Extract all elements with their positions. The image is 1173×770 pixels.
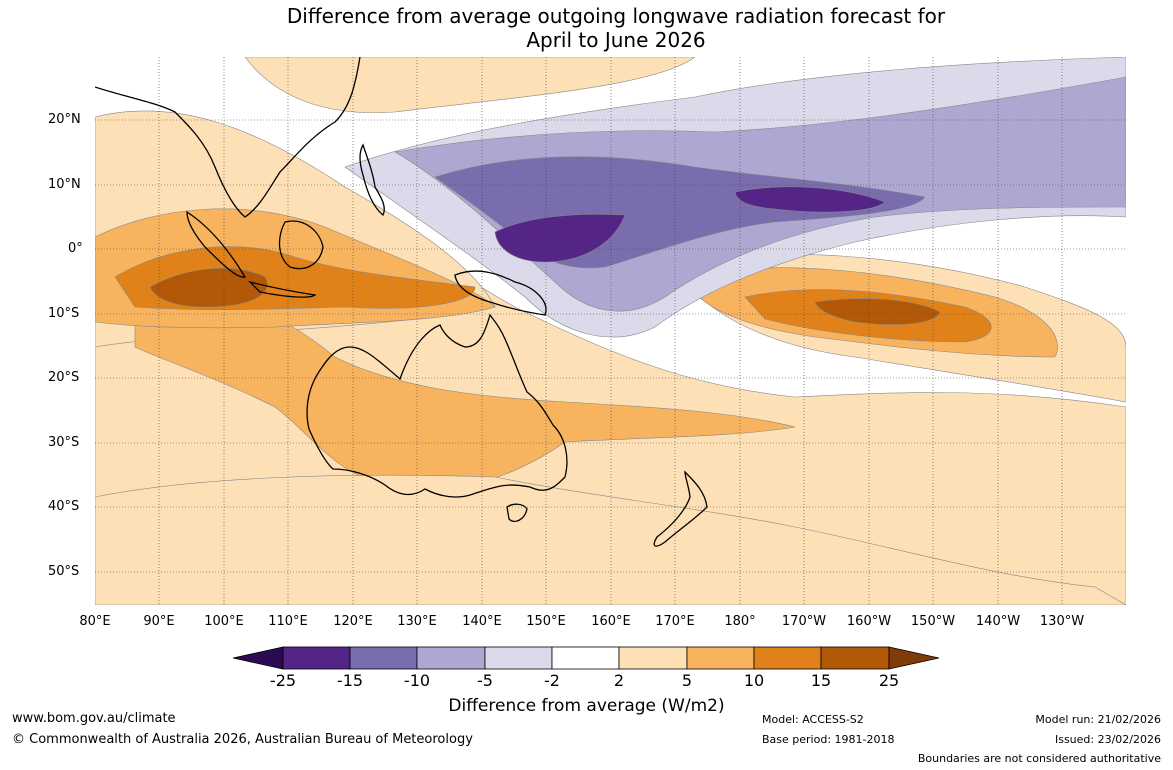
philippines-coastline <box>359 143 385 217</box>
footer-url[interactable]: www.bom.gov.au/climate <box>12 711 176 726</box>
colorbar-bin-9 <box>820 646 890 670</box>
footer-model: Model: ACCESS-S2 <box>762 713 864 726</box>
lat-label-20s: 20°S <box>48 370 80 385</box>
lat-label-10s: 10°S <box>48 306 80 321</box>
lon-label-90e: 90°E <box>143 614 175 629</box>
colorbar-tick-minus2: -2 <box>544 671 560 690</box>
footer-model-run: Model run: 21/02/2026 <box>1035 713 1161 726</box>
colorbar-tick-minus25: -25 <box>269 671 297 690</box>
lon-label-170e: 170°E <box>655 614 695 629</box>
anomaly-positive-very-strong-pacific <box>814 298 941 325</box>
graticule <box>95 57 1126 605</box>
colorbar-tick-minus5: -5 <box>477 671 493 690</box>
colorbar-title: Difference from average (W/m2) <box>448 696 725 716</box>
colorbar-tick-25: 25 <box>878 671 900 690</box>
lon-label-140e: 140°E <box>462 614 502 629</box>
lon-label-130w: 130°W <box>1039 614 1085 629</box>
colorbar-tick-10: 10 <box>743 671 765 690</box>
coastlines <box>95 57 708 547</box>
colorbar <box>233 646 939 670</box>
colorbar-tick-5: 5 <box>681 671 693 690</box>
lat-label-0: 0° <box>68 241 83 256</box>
colorbar-tick-minus15: -15 <box>336 671 364 690</box>
colorbar-bin-6 <box>618 646 688 670</box>
anomaly-negative-very-strong-east <box>734 186 886 213</box>
lon-label-180: 180° <box>724 614 756 629</box>
footer-base-period: Base period: 1981-2018 <box>762 733 895 746</box>
lon-label-140w: 140°W <box>975 614 1021 629</box>
borneo-coastline <box>278 220 324 270</box>
lat-label-50s: 50°S <box>48 564 80 579</box>
lon-label-80e: 80°E <box>79 614 111 629</box>
lat-label-10n: 10°N <box>48 177 81 192</box>
colorbar-min-arrow <box>233 646 284 670</box>
footer-disclaimer: Boundaries are not considered authoritat… <box>917 752 1161 765</box>
colorbar-tick-2: 2 <box>613 671 625 690</box>
lon-label-150w: 150°W <box>910 614 956 629</box>
java-coastline <box>247 280 317 298</box>
title-line-2: April to June 2026 <box>526 28 706 52</box>
lon-label-100e: 100°E <box>204 614 244 629</box>
footer-copyright: © Commonwealth of Australia 2026, Austra… <box>12 732 473 747</box>
lon-label-110e: 110°E <box>268 614 308 629</box>
anomaly-positive-moderate-australia <box>134 284 796 490</box>
lon-label-130e: 130°E <box>397 614 437 629</box>
colorbar-max-arrow <box>888 646 939 670</box>
new-zealand-coastline <box>653 470 708 547</box>
australia-coastline <box>306 313 568 498</box>
colorbar-bin-1 <box>282 646 351 670</box>
map-title: Difference from average outgoing longwav… <box>0 4 1173 52</box>
anomaly-positive-very-strong-indian <box>149 268 268 308</box>
lat-label-20n: 20°N <box>48 112 81 127</box>
colorbar-bin-7 <box>686 646 755 670</box>
asia-coastline <box>95 57 361 218</box>
lat-label-30s: 30°S <box>48 435 80 450</box>
footer-issued: Issued: 23/02/2026 <box>1054 733 1161 746</box>
colorbar-bin-4 <box>484 646 553 670</box>
new-guinea-coastline <box>454 270 547 316</box>
lon-label-120e: 120°E <box>333 614 373 629</box>
colorbar-bin-2 <box>349 646 418 670</box>
anomaly-negative-very-strong-west <box>494 213 626 263</box>
colorbar-bin-8 <box>753 646 822 670</box>
lon-label-150e: 150°E <box>526 614 566 629</box>
sumatra-coastline <box>186 210 247 278</box>
olr-anomaly-map <box>95 57 1126 605</box>
lon-label-160w: 160°W <box>846 614 892 629</box>
lon-label-160e: 160°E <box>591 614 631 629</box>
colorbar-tick-15: 15 <box>810 671 832 690</box>
colorbar-bin-5 <box>551 646 620 670</box>
lat-label-40s: 40°S <box>48 499 80 514</box>
colorbar-bin-3 <box>416 646 486 670</box>
tasmania-coastline <box>506 503 528 523</box>
title-line-1: Difference from average outgoing longwav… <box>286 4 946 28</box>
lon-label-170w: 170°W <box>781 614 827 629</box>
colorbar-tick-minus10: -10 <box>403 671 431 690</box>
